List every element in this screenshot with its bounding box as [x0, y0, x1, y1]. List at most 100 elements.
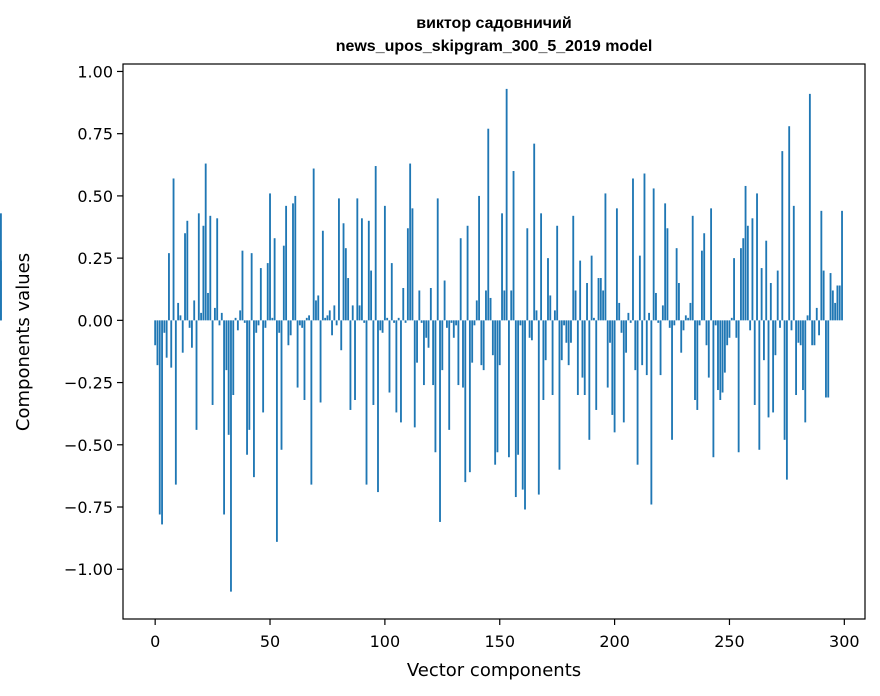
bar — [719, 320, 722, 400]
bar — [340, 320, 343, 351]
bar — [593, 317, 595, 321]
bar — [827, 320, 830, 398]
bar — [772, 320, 775, 413]
bar — [377, 320, 379, 493]
bar — [818, 320, 820, 336]
bar — [429, 287, 432, 321]
bar — [259, 268, 262, 321]
bar — [0, 260, 2, 321]
bar — [455, 320, 458, 326]
bar — [324, 317, 327, 321]
plot-frame — [122, 63, 866, 620]
bar — [439, 320, 441, 522]
bar — [271, 317, 274, 321]
bar — [204, 163, 207, 321]
bar — [783, 320, 786, 440]
bar — [756, 193, 758, 321]
bar — [503, 290, 506, 321]
bar — [305, 317, 308, 321]
bar — [443, 280, 446, 321]
bar — [553, 310, 556, 321]
bar — [678, 283, 680, 321]
bar — [572, 215, 575, 321]
bar — [418, 290, 421, 321]
bar — [671, 320, 673, 440]
bar — [275, 320, 278, 542]
bar — [609, 320, 611, 343]
bar — [338, 198, 340, 321]
bar — [372, 320, 375, 405]
bar — [530, 320, 533, 341]
bar — [445, 320, 448, 328]
bar — [514, 320, 517, 498]
bar — [834, 302, 837, 321]
bar — [328, 310, 331, 321]
bar — [659, 320, 662, 376]
bar — [808, 93, 811, 321]
bar — [533, 143, 536, 321]
bar — [459, 238, 462, 321]
bar — [213, 307, 216, 321]
bar — [154, 320, 157, 346]
bar — [611, 320, 614, 415]
bar — [301, 320, 304, 328]
bar — [292, 203, 294, 321]
bar — [841, 210, 843, 321]
bar — [774, 320, 777, 356]
bar — [239, 310, 242, 321]
bar — [475, 300, 478, 321]
x-tick-label: 200 — [599, 632, 630, 651]
bar — [356, 198, 359, 321]
bar — [363, 320, 366, 323]
bar — [648, 312, 650, 321]
bar — [820, 210, 823, 321]
bar — [367, 220, 370, 321]
bar — [806, 315, 809, 321]
bar — [707, 320, 710, 378]
bar — [675, 248, 678, 321]
bar — [567, 320, 570, 366]
bar — [257, 320, 260, 326]
bar — [432, 320, 435, 386]
bar — [838, 285, 841, 321]
x-tick-label: 0 — [150, 632, 160, 651]
bar — [551, 320, 554, 396]
bar — [657, 320, 660, 323]
bar — [383, 205, 386, 321]
bar — [684, 315, 687, 321]
bar — [425, 320, 428, 338]
bar — [556, 225, 559, 321]
bar — [813, 320, 816, 346]
bar — [294, 195, 297, 321]
bar — [448, 320, 451, 430]
bar — [416, 320, 418, 363]
bar — [540, 213, 543, 321]
bar — [634, 320, 637, 371]
bar — [687, 317, 690, 321]
bar — [528, 320, 531, 338]
bar — [620, 320, 623, 333]
bar — [831, 290, 834, 321]
bar — [781, 151, 784, 321]
bar — [234, 317, 237, 321]
bar — [331, 320, 333, 336]
bar — [811, 320, 814, 346]
bar — [179, 315, 182, 321]
bar — [799, 320, 802, 346]
bar — [191, 320, 193, 348]
chart-title: виктор садовничий — [416, 15, 572, 32]
bar — [278, 320, 281, 333]
bar — [542, 320, 545, 400]
bar — [765, 240, 768, 321]
bar — [510, 290, 513, 321]
bar — [282, 245, 285, 321]
bar — [549, 295, 552, 321]
bar — [694, 320, 696, 400]
bar — [264, 320, 267, 328]
y-tick-label: 1.00 — [77, 62, 113, 81]
bar — [200, 312, 203, 321]
bar — [599, 278, 602, 321]
bar — [712, 320, 715, 458]
bar — [602, 290, 605, 321]
